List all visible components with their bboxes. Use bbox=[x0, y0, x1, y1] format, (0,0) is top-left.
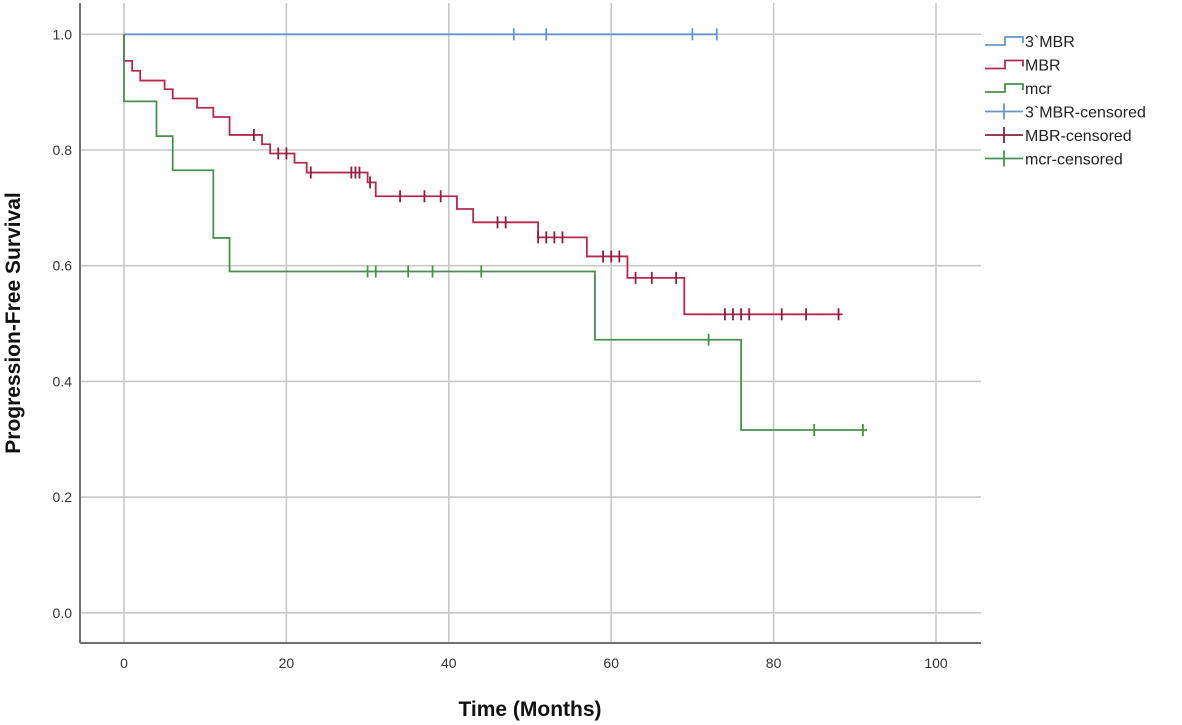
y-tick-label: 0.4 bbox=[53, 373, 73, 389]
legend-step-icon bbox=[985, 59, 1024, 70]
legend-item: 3`MBR bbox=[985, 34, 1075, 51]
x-tick-label: 40 bbox=[441, 655, 457, 671]
legend-label: MBR bbox=[1025, 58, 1061, 75]
legend-label: 3`MBR bbox=[1025, 34, 1075, 51]
legend-item: MBR-censored bbox=[985, 127, 1132, 145]
legend-item: mcr bbox=[985, 81, 1052, 98]
grid-lines bbox=[80, 3, 981, 643]
y-tick-label: 1.0 bbox=[53, 26, 73, 42]
y-tick-label: 0.8 bbox=[53, 142, 73, 158]
x-axis-ticks: 0 20 40 60 80 100 bbox=[120, 655, 948, 671]
legend-item: MBR bbox=[985, 58, 1061, 75]
x-tick-label: 0 bbox=[120, 655, 128, 671]
x-tick-label: 80 bbox=[766, 655, 782, 671]
legend-item: 3`MBR-censored bbox=[985, 103, 1146, 122]
y-axis-ticks: 0.0 0.2 0.4 0.6 0.8 1.0 bbox=[53, 26, 73, 621]
x-tick-label: 60 bbox=[603, 655, 619, 671]
legend-label: 3`MBR-censored bbox=[1025, 105, 1146, 122]
y-tick-label: 0.2 bbox=[53, 489, 73, 505]
y-tick-label: 0.0 bbox=[53, 605, 73, 621]
survival-curves bbox=[123, 33, 867, 431]
y-tick-label: 0.6 bbox=[53, 258, 73, 274]
curve-mcr bbox=[123, 34, 867, 431]
legend-step-icon bbox=[985, 36, 1024, 46]
legend-label: mcr-censored bbox=[1025, 152, 1123, 169]
legend-item: mcr-censored bbox=[985, 150, 1123, 169]
legend-label: mcr bbox=[1025, 81, 1052, 98]
y-axis-title: Progression-Free Survival bbox=[2, 192, 25, 453]
censor-marks bbox=[253, 28, 864, 436]
legend-step-icon bbox=[985, 83, 1024, 93]
legend-label: MBR-censored bbox=[1025, 128, 1132, 145]
x-axis-title: Time (Months) bbox=[458, 698, 601, 721]
legend: 3`MBR MBR mcr 3`MBR-censored MBR-censored mcr… bbox=[985, 34, 1146, 169]
x-tick-label: 100 bbox=[924, 655, 948, 671]
x-tick-label: 20 bbox=[279, 655, 295, 671]
axes bbox=[79, 3, 981, 644]
